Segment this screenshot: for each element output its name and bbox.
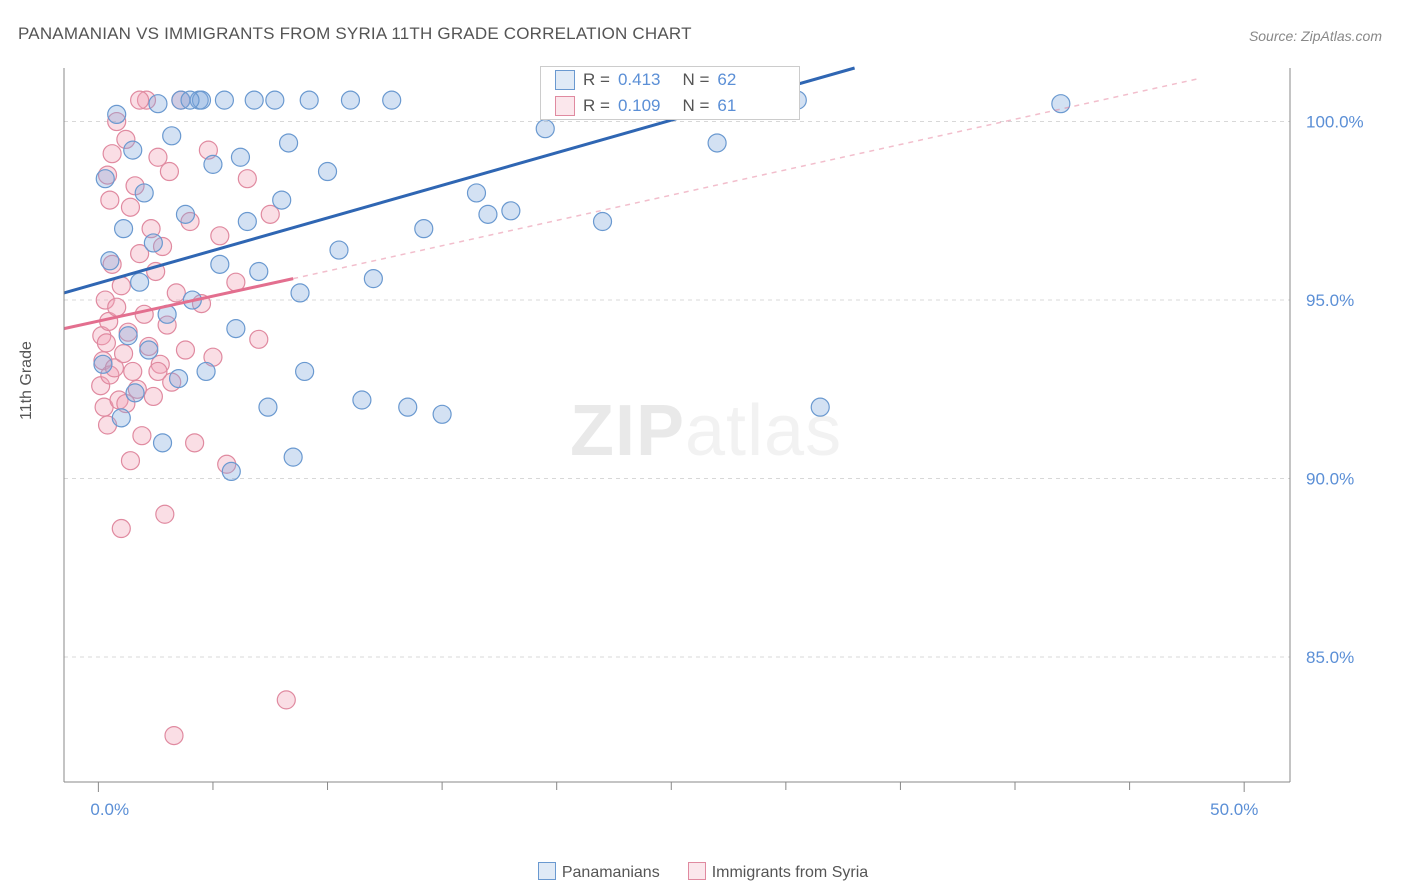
watermark: ZIPatlas xyxy=(570,390,842,472)
chart-title: PANAMANIAN VS IMMIGRANTS FROM SYRIA 11TH… xyxy=(18,24,692,44)
legend-row: R = 0.109 N = 61 xyxy=(541,93,799,119)
legend-r-value: 0.109 xyxy=(618,96,661,116)
legend-swatch xyxy=(555,96,575,116)
svg-text:85.0%: 85.0% xyxy=(1306,648,1354,667)
legend-r-label: R = xyxy=(583,70,610,90)
correlation-legend: R = 0.413 N = 62 R = 0.109 N = 61 xyxy=(540,66,800,120)
x-tick-label: 50.0% xyxy=(1210,800,1258,820)
legend-row: R = 0.413 N = 62 xyxy=(541,67,799,93)
source-label: Source: ZipAtlas.com xyxy=(1249,28,1382,44)
legend-swatch xyxy=(555,70,575,90)
legend-n-label: N = xyxy=(682,96,709,116)
legend-n-label: N = xyxy=(682,70,709,90)
legend-n-value: 62 xyxy=(717,70,736,90)
legend-n-value: 61 xyxy=(717,96,736,116)
series-legend: Panamanians Immigrants from Syria xyxy=(0,862,1406,882)
legend-swatch xyxy=(688,862,706,880)
legend-r-value: 0.413 xyxy=(618,70,661,90)
svg-text:100.0%: 100.0% xyxy=(1306,113,1364,132)
legend-label: Panamanians xyxy=(562,864,660,881)
legend-swatch xyxy=(538,862,556,880)
legend-item: Immigrants from Syria xyxy=(688,862,868,882)
legend-r-label: R = xyxy=(583,96,610,116)
legend-item: Panamanians xyxy=(538,862,660,882)
x-tick-label: 0.0% xyxy=(90,800,129,820)
svg-text:90.0%: 90.0% xyxy=(1306,470,1354,489)
chart-container: PANAMANIAN VS IMMIGRANTS FROM SYRIA 11TH… xyxy=(0,0,1406,892)
svg-text:95.0%: 95.0% xyxy=(1306,291,1354,310)
legend-label: Immigrants from Syria xyxy=(712,864,868,881)
y-axis-label: 11th Grade xyxy=(18,341,36,420)
